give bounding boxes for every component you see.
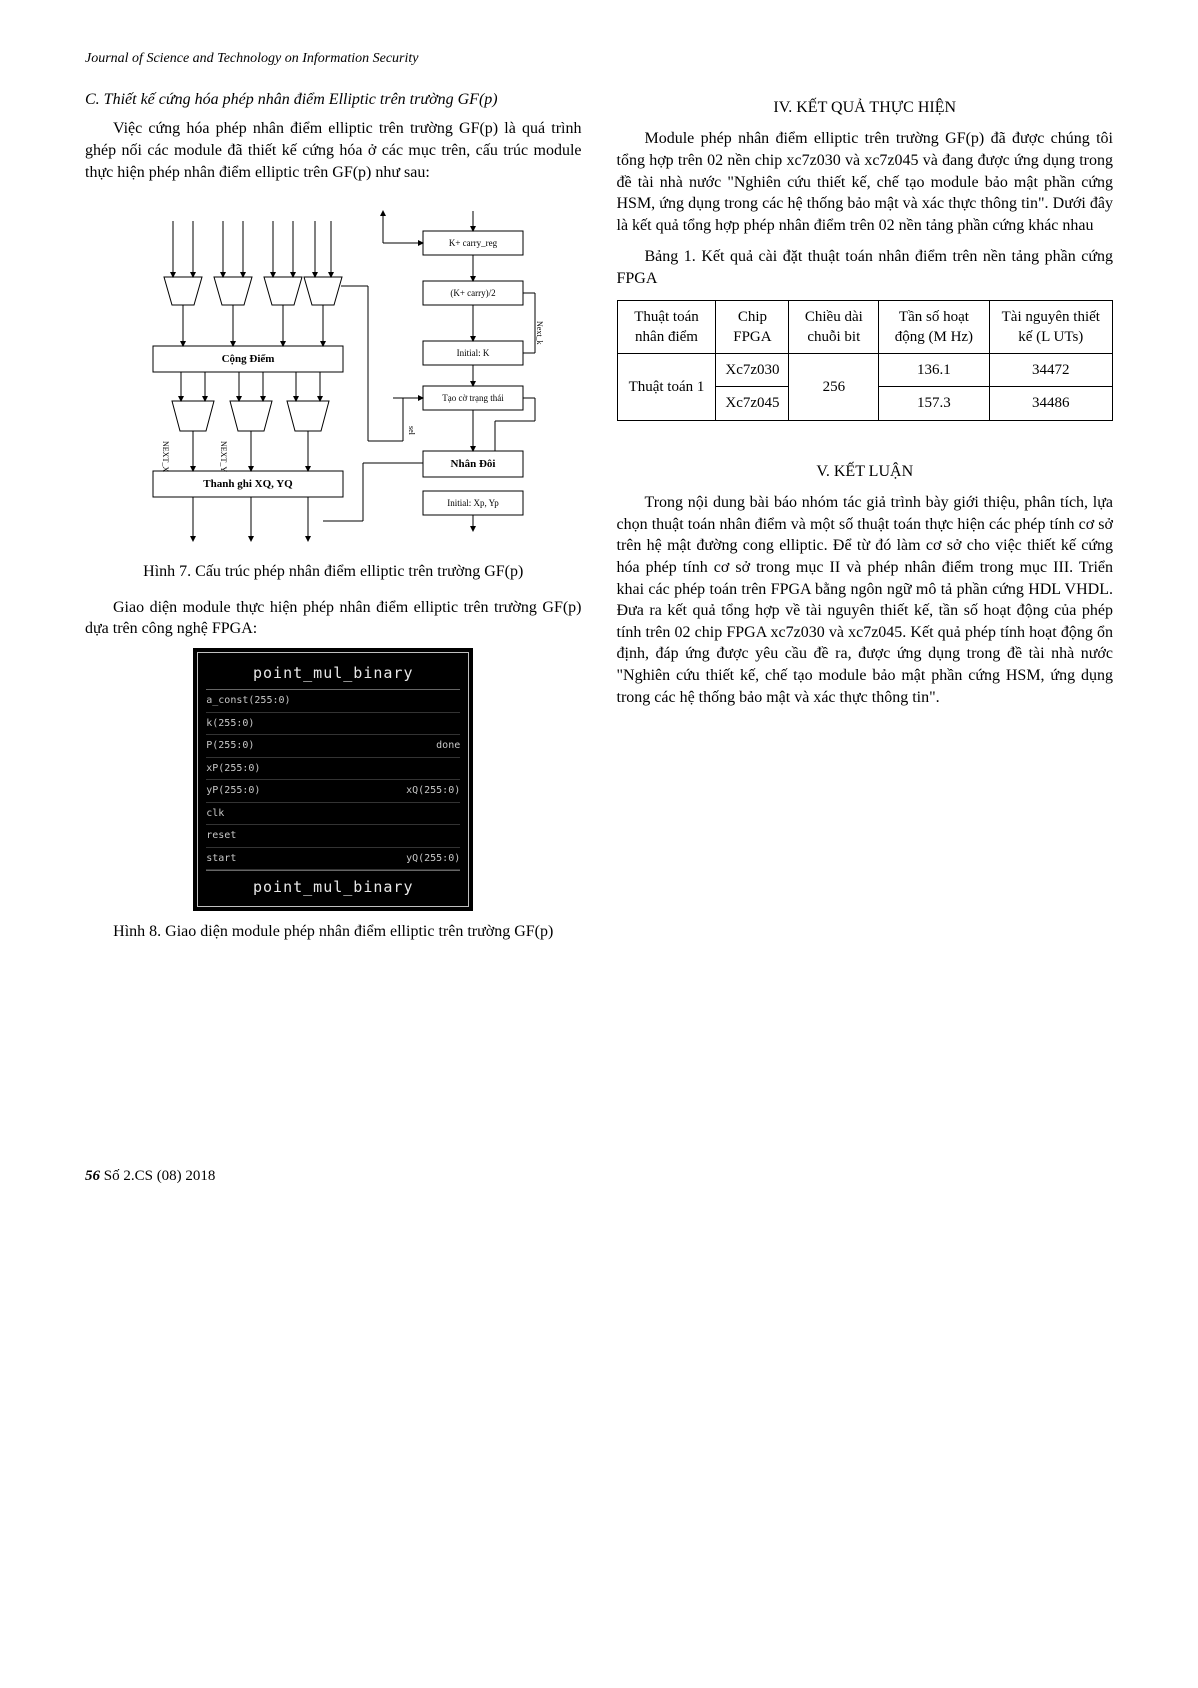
port-right: yQ(255:0): [406, 852, 460, 866]
svg-text:sel: sel: [407, 426, 416, 436]
left-para-1: Việc cứng hóa phép nhân điểm elliptic tr…: [85, 118, 582, 183]
port-left: k(255:0): [206, 717, 254, 731]
figure-8-module-box: point_mul_binary a_const(255:0) k(255:0) P…: [193, 648, 473, 911]
table-row: Thuật toán 1 Xc7z030 256 136.1 34472: [617, 354, 1113, 387]
port-left: a_const(255:0): [206, 694, 290, 708]
th-chip: Chip FPGA: [716, 300, 789, 354]
figure-7-diagram: Cộng Điểm Thanh ghi XQ, YQ K+ carry_reg (K+…: [123, 191, 543, 551]
port-left: clk: [206, 807, 224, 821]
section-5-title: V. KẾT LUẬN: [617, 461, 1114, 483]
port-left: yP(255:0): [206, 784, 260, 798]
svg-text:Initial: Xp, Yp: Initial: Xp, Yp: [447, 498, 499, 508]
svg-text:K+ carry_reg: K+ carry_reg: [449, 238, 498, 248]
port-left: start: [206, 852, 236, 866]
th-len: Chiều dài chuỗi bit: [789, 300, 879, 354]
table-header-row: Thuật toán nhân điểm Chip FPGA Chiều dài…: [617, 300, 1113, 354]
right-para-2: Trong nội dung bài báo nhóm tác giả trìn…: [617, 492, 1114, 708]
figure-8-caption: Hình 8. Giao diện module phép nhân điểm …: [85, 921, 582, 943]
cell-luts: 34486: [989, 387, 1112, 420]
port-row: k(255:0): [206, 713, 460, 736]
port-left: P(255:0): [206, 739, 254, 753]
svg-text:Nhân Đôi: Nhân Đôi: [451, 458, 496, 470]
module-title: point_mul_binary: [206, 659, 460, 690]
cell-luts: 34472: [989, 354, 1112, 387]
svg-text:(K+ carry)/2: (K+ carry)/2: [451, 288, 496, 298]
port-row: reset: [206, 825, 460, 848]
th-freq: Tần số hoạt động (M Hz): [879, 300, 989, 354]
cell-chip: Xc7z030: [716, 354, 789, 387]
cell-alg: Thuật toán 1: [617, 354, 716, 421]
left-para-2: Giao diện module thực hiện phép nhân điể…: [85, 597, 582, 640]
cell-freq: 157.3: [879, 387, 989, 420]
svg-text:Thanh ghi XQ, YQ: Thanh ghi XQ, YQ: [204, 478, 294, 490]
page-number: 56: [85, 1168, 100, 1184]
page-footer: 56 Số 2.CS (08) 2018: [85, 1166, 1113, 1186]
left-column: C. Thiết kế cứng hóa phép nhân điểm Elli…: [85, 89, 582, 956]
svg-text:Initial: K: Initial: K: [457, 348, 490, 358]
svg-text:NEXT_Y: NEXT_Y: [219, 441, 228, 472]
section-4-title: IV. KẾT QUẢ THỰC HIỆN: [617, 97, 1114, 119]
table-1: Thuật toán nhân điểm Chip FPGA Chiều dài…: [617, 300, 1114, 421]
svg-text:Next_k: Next_k: [535, 321, 543, 345]
journal-header: Journal of Science and Technology on Inf…: [85, 50, 1113, 69]
port-row: start yQ(255:0): [206, 848, 460, 871]
svg-text:NEXT_X: NEXT_X: [161, 441, 170, 472]
table-1-caption: Bảng 1. Kết quả cài đặt thuật toán nhân …: [617, 246, 1114, 289]
cell-len: 256: [789, 354, 879, 421]
figure-7-caption: Hình 7. Cấu trúc phép nhân điểm elliptic…: [85, 561, 582, 583]
right-column: IV. KẾT QUẢ THỰC HIỆN Module phép nhân đ…: [617, 89, 1114, 956]
port-right: xQ(255:0): [406, 784, 460, 798]
two-column-layout: C. Thiết kế cứng hóa phép nhân điểm Elli…: [85, 89, 1113, 956]
port-row: clk: [206, 803, 460, 826]
right-para-1: Module phép nhân điểm elliptic trên trườ…: [617, 128, 1114, 236]
th-alg: Thuật toán nhân điểm: [617, 300, 716, 354]
port-right: done: [436, 739, 460, 753]
svg-text:Cộng Điểm: Cộng Điểm: [222, 353, 275, 365]
subsection-c-title: C. Thiết kế cứng hóa phép nhân điểm Elli…: [85, 89, 582, 111]
port-row: yP(255:0) xQ(255:0): [206, 780, 460, 803]
port-row: P(255:0) done: [206, 735, 460, 758]
module-footer: point_mul_binary: [206, 870, 460, 899]
port-row: a_const(255:0): [206, 690, 460, 713]
port-row: xP(255:0): [206, 758, 460, 781]
cell-freq: 136.1: [879, 354, 989, 387]
svg-text:Tạo cờ trạng thái: Tạo cờ trạng thái: [443, 393, 505, 403]
cell-chip: Xc7z045: [716, 387, 789, 420]
port-left: xP(255:0): [206, 762, 260, 776]
issue-text: Số 2.CS (08) 2018: [104, 1168, 216, 1184]
port-left: reset: [206, 829, 236, 843]
th-luts: Tài nguyên thiết kế (L UTs): [989, 300, 1112, 354]
